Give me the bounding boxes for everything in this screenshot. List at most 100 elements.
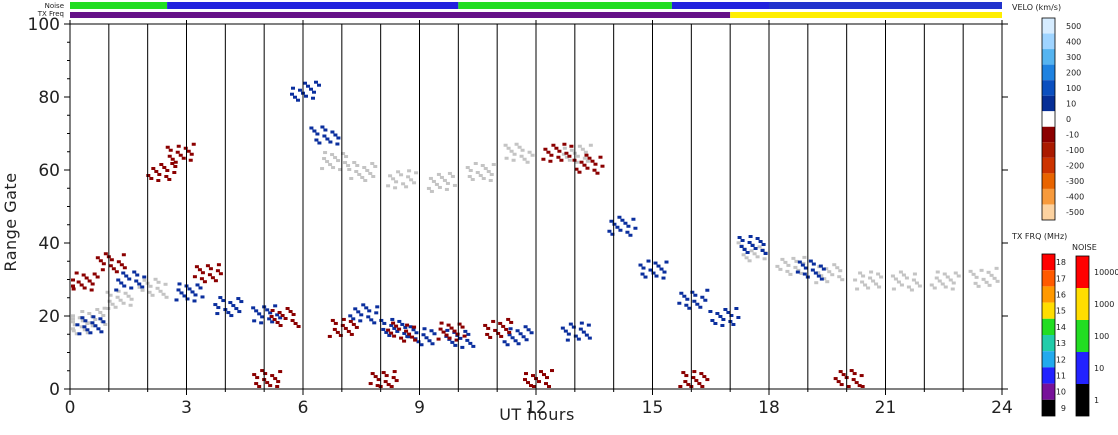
data-cell bbox=[693, 293, 698, 297]
data-cell bbox=[617, 215, 622, 219]
data-cell bbox=[353, 307, 358, 311]
data-cell bbox=[164, 175, 169, 178]
data-cell bbox=[524, 372, 528, 376]
data-cell bbox=[909, 288, 914, 292]
data-cell bbox=[585, 159, 590, 163]
colorbar-frame bbox=[1041, 17, 1056, 221]
x-tick-label: 3 bbox=[181, 398, 192, 418]
colorbar-swatch bbox=[1042, 157, 1055, 174]
data-cell bbox=[383, 380, 388, 384]
data-cell bbox=[320, 167, 325, 171]
data-cell bbox=[447, 171, 452, 175]
data-cell bbox=[363, 179, 368, 182]
data-cell bbox=[571, 325, 576, 329]
data-cell bbox=[775, 264, 780, 268]
data-cell bbox=[370, 162, 375, 165]
data-cell bbox=[356, 310, 361, 314]
data-cell bbox=[584, 333, 589, 337]
noise-strip-segment bbox=[769, 2, 1002, 9]
data-cell bbox=[330, 153, 335, 157]
data-cell bbox=[80, 310, 85, 313]
data-cell bbox=[150, 293, 155, 297]
data-cell bbox=[199, 277, 204, 281]
y-axis-label: Range Gate bbox=[1, 172, 20, 271]
data-cell bbox=[554, 146, 559, 150]
data-cell bbox=[726, 311, 731, 314]
data-cell bbox=[532, 385, 536, 388]
x-tick-label: 24 bbox=[991, 398, 1013, 418]
data-cell bbox=[408, 325, 413, 329]
data-cell bbox=[164, 295, 169, 299]
data-cell bbox=[896, 280, 901, 284]
data-cell bbox=[322, 157, 327, 161]
data-cell bbox=[376, 378, 381, 382]
data-cell bbox=[153, 277, 158, 281]
data-cell bbox=[788, 272, 793, 276]
txfreq-colorbar: 18 17 16 15 14 13 12 11 10 9 bbox=[1041, 253, 1066, 417]
data-cell bbox=[82, 328, 87, 332]
data-cell bbox=[721, 318, 726, 321]
data-cell bbox=[747, 259, 752, 263]
data-cell bbox=[290, 319, 295, 322]
data-cell bbox=[588, 143, 593, 147]
data-cell bbox=[218, 272, 223, 276]
data-cell bbox=[358, 319, 363, 323]
data-cell bbox=[643, 275, 648, 279]
data-cell bbox=[509, 320, 514, 324]
data-cell bbox=[511, 158, 516, 162]
data-cell bbox=[507, 333, 512, 337]
colorbar-label: 13 bbox=[1056, 339, 1066, 348]
data-cell bbox=[971, 272, 976, 276]
data-cell bbox=[686, 383, 691, 387]
data-cell bbox=[584, 153, 589, 157]
data-cell bbox=[564, 151, 569, 155]
data-cell bbox=[335, 330, 340, 334]
data-cell bbox=[559, 158, 564, 162]
noise-strip-segment bbox=[167, 2, 459, 9]
colorbar-swatch bbox=[1042, 173, 1055, 189]
data-cell bbox=[369, 318, 374, 322]
data-cell bbox=[562, 146, 567, 150]
data-cell bbox=[338, 168, 343, 172]
data-cell bbox=[432, 332, 437, 336]
data-cell bbox=[328, 163, 333, 167]
data-cell bbox=[391, 177, 396, 181]
data-cell bbox=[612, 222, 617, 226]
data-cell bbox=[763, 252, 768, 255]
data-cell bbox=[521, 335, 526, 339]
data-cell bbox=[110, 302, 115, 306]
data-cell bbox=[520, 148, 525, 152]
data-cell bbox=[797, 260, 802, 264]
data-cell bbox=[452, 329, 457, 333]
colorbar-label: 10 bbox=[1066, 99, 1076, 108]
data-cell bbox=[195, 283, 200, 287]
data-cell bbox=[83, 319, 88, 323]
data-cell bbox=[389, 331, 394, 335]
data-cell bbox=[858, 271, 863, 275]
data-cell bbox=[519, 154, 524, 158]
data-cell bbox=[146, 174, 151, 177]
data-cell bbox=[840, 278, 845, 282]
data-cell bbox=[664, 260, 669, 264]
data-cell bbox=[890, 274, 895, 278]
data-cell bbox=[101, 320, 106, 324]
data-cell bbox=[679, 291, 684, 295]
y-tick-label: 80 bbox=[38, 88, 60, 108]
data-cell bbox=[333, 156, 338, 160]
data-cell bbox=[267, 317, 272, 321]
data-cell bbox=[317, 141, 322, 145]
data-cell bbox=[837, 275, 842, 279]
data-cell bbox=[173, 160, 178, 164]
data-cell bbox=[354, 325, 359, 329]
data-cell bbox=[413, 338, 418, 342]
data-cell bbox=[755, 237, 760, 240]
data-cell bbox=[736, 316, 741, 319]
colorbar-label: 100 bbox=[1094, 332, 1109, 341]
data-cell bbox=[116, 260, 121, 264]
colorbar-swatch bbox=[1042, 335, 1055, 352]
data-cell bbox=[91, 315, 96, 319]
data-cell bbox=[994, 266, 999, 270]
data-cell bbox=[737, 236, 742, 239]
colorbar-label: 300 bbox=[1066, 53, 1081, 62]
data-cell bbox=[631, 217, 636, 221]
